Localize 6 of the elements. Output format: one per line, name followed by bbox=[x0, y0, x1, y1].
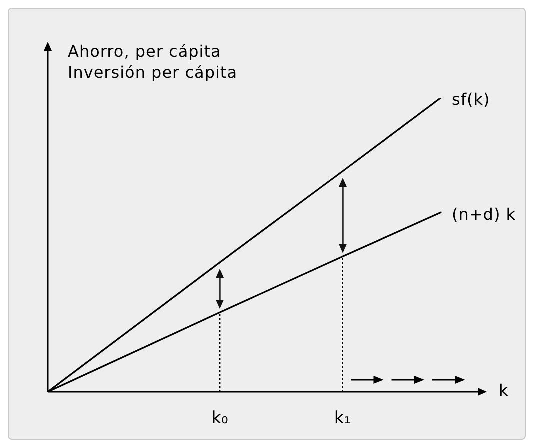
series-label: (n+d) k bbox=[452, 204, 516, 224]
x-tick-label: k₀ bbox=[212, 408, 228, 429]
y-axis-title: Ahorro, per cápita Inversión per cápita bbox=[68, 42, 238, 82]
x-tick-label: k₁ bbox=[334, 408, 352, 429]
x-axis-title: k bbox=[499, 381, 509, 400]
series-label: sf(k) bbox=[452, 90, 490, 110]
